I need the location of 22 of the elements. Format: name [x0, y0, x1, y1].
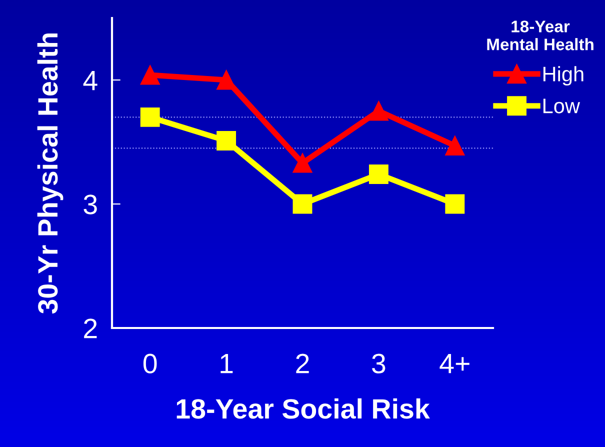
point — [140, 107, 160, 127]
point — [140, 65, 160, 85]
y-tick-label: 3 — [84, 194, 97, 214]
point — [216, 131, 236, 150]
legend-label: High — [543, 66, 584, 86]
point — [292, 194, 312, 214]
x-axis-title: 18-Year Social Risk — [176, 398, 430, 419]
y-tick-label: 2 — [84, 318, 97, 338]
point — [368, 164, 388, 184]
legend-title: 18-Year Mental Health — [487, 20, 594, 50]
point — [445, 194, 465, 214]
x-tick-label: 4+ — [440, 354, 470, 374]
y-axis-title: 30-Yr Physical Health — [37, 33, 64, 314]
x-tick-label: 3 — [372, 354, 386, 374]
x-tick-label: 0 — [143, 354, 157, 374]
point — [445, 136, 465, 156]
legend-label: Low — [543, 98, 580, 114]
x-tick-label: 1 — [220, 354, 233, 374]
point — [292, 153, 312, 173]
y-tick-label: 4 — [83, 70, 98, 90]
point — [368, 101, 388, 121]
x-tick-label: 2 — [296, 354, 309, 374]
